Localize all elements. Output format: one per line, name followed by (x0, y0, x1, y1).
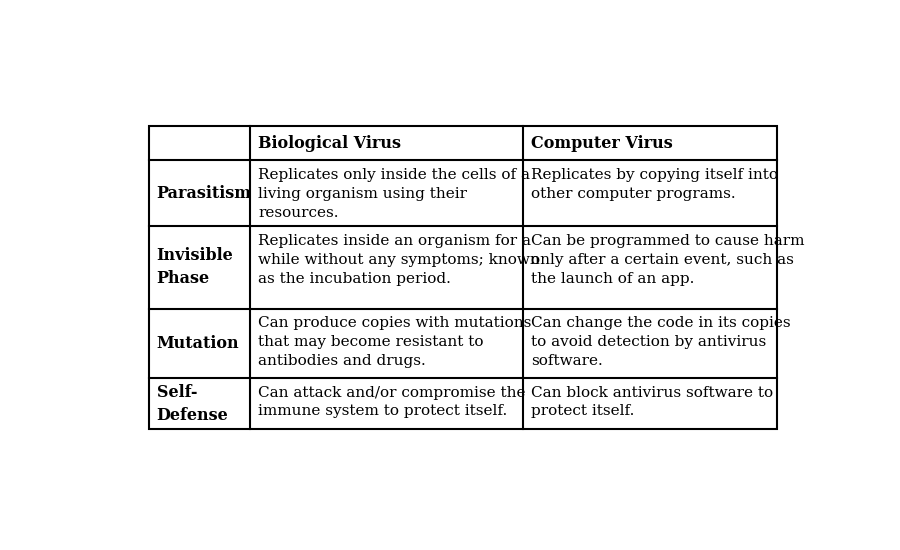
Text: Can block antivirus software to
protect itself.: Can block antivirus software to protect … (531, 386, 773, 419)
Text: Self-
Defense: Self- Defense (157, 384, 229, 424)
Text: Invisible
Phase: Invisible Phase (157, 248, 233, 287)
Text: Parasitism: Parasitism (157, 185, 252, 201)
Text: Mutation: Mutation (157, 335, 239, 351)
Text: Replicates inside an organism for a
while without any symptoms; known
as the inc: Replicates inside an organism for a whil… (258, 234, 540, 286)
Text: Can change the code in its copies
to avoid detection by antivirus
software.: Can change the code in its copies to avo… (531, 316, 790, 368)
Text: Replicates by copying itself into
other computer programs.: Replicates by copying itself into other … (531, 168, 778, 201)
Text: Can be programmed to cause harm
only after a certain event, such as
the launch o: Can be programmed to cause harm only aft… (531, 234, 805, 286)
Text: Can attack and/or compromise the
immune system to protect itself.: Can attack and/or compromise the immune … (258, 386, 526, 419)
Text: Can produce copies with mutations
that may become resistant to
antibodies and dr: Can produce copies with mutations that m… (258, 316, 532, 368)
Text: Replicates only inside the cells of a
living organism using their
resources.: Replicates only inside the cells of a li… (258, 168, 530, 219)
Text: Biological Virus: Biological Virus (258, 135, 401, 151)
Bar (148, 126, 778, 430)
Text: Computer Virus: Computer Virus (531, 135, 673, 151)
